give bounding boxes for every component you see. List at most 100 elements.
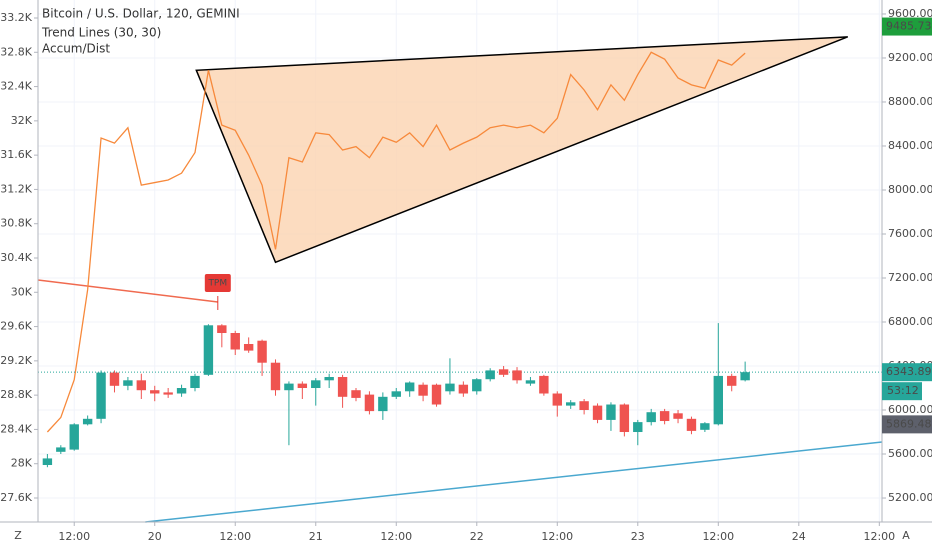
y2-tick-label: 32.4K <box>0 80 32 93</box>
candle-body <box>539 375 549 394</box>
candle-body <box>619 404 630 433</box>
candle-body <box>727 375 737 386</box>
candle-body <box>713 375 723 425</box>
countdown-label: 53:12 <box>887 384 919 397</box>
candle-body <box>82 418 93 425</box>
candle-body <box>297 383 308 389</box>
candle-body <box>190 375 200 389</box>
candle-body <box>606 404 616 420</box>
candle-body <box>284 383 294 391</box>
candle-body <box>109 372 120 386</box>
countdown-box <box>882 382 922 401</box>
candle-body <box>311 380 321 389</box>
y-tick-label: 9600.00 <box>888 7 932 20</box>
y-tick-label: 5200.00 <box>888 491 932 504</box>
marker-box <box>204 273 231 292</box>
y-tick-label: 5600.00 <box>888 447 932 460</box>
x-tick-label: 22 <box>470 530 484 543</box>
candle-body <box>217 325 227 334</box>
trend-line <box>37 279 218 303</box>
candle-body <box>512 370 522 381</box>
y2-tick-label: 28.4K <box>0 422 32 435</box>
candle-body <box>740 372 750 381</box>
candle-body <box>700 423 710 430</box>
scale-toggle[interactable]: Z <box>14 529 22 542</box>
x-tick-label: 12:00 <box>541 530 573 543</box>
candle-body <box>592 405 603 420</box>
candle-body <box>646 412 656 423</box>
candle-body <box>391 391 401 397</box>
candle-body <box>498 369 509 375</box>
indicator-label: Trend Lines (30, 30) <box>41 26 161 40</box>
price-label-box <box>882 17 932 36</box>
accum-dist-line <box>46 51 746 433</box>
y2-tick-label: 27.6K <box>0 491 32 504</box>
x-tick-label: 20 <box>148 530 162 543</box>
price-label-box <box>882 363 932 382</box>
candle-body <box>56 447 66 452</box>
candle-body <box>136 380 147 391</box>
y-tick-label: 6800.00 <box>888 315 932 328</box>
y2-tick-label: 30K <box>11 285 33 298</box>
y-tick-label: 6000.00 <box>888 403 932 416</box>
candle-body <box>163 392 173 395</box>
candle-body <box>485 370 495 380</box>
candle-body <box>337 377 348 397</box>
y-tick-label: 7600.00 <box>888 227 932 240</box>
candle-body <box>552 393 562 406</box>
price-label: 9485.73 <box>886 20 932 33</box>
candle-body <box>579 401 589 411</box>
candle-body <box>176 388 187 394</box>
x-tick-label: 12:00 <box>702 530 734 543</box>
y2-tick-label: 31.6K <box>0 148 32 161</box>
candle-body <box>69 424 79 450</box>
candle-body <box>458 384 469 394</box>
candle-body <box>150 390 160 394</box>
y2-tick-label: 32.8K <box>0 45 32 58</box>
price-label: 5869.48 <box>886 417 932 430</box>
candle-body <box>324 377 334 381</box>
candle-body <box>659 411 670 422</box>
y2-tick-label: 28K <box>11 457 33 470</box>
candle-body <box>404 382 415 392</box>
x-tick-label: 21 <box>309 530 323 543</box>
candle-body <box>418 384 428 396</box>
y-tick-label: 9200.00 <box>888 51 932 64</box>
indicator-label: Accum/Dist <box>42 42 110 56</box>
candle-body <box>431 384 442 405</box>
y2-tick-label: 31.2K <box>0 182 32 195</box>
candle-body <box>633 422 643 433</box>
candle-body <box>566 402 576 406</box>
x-tick-label: 12:00 <box>380 530 412 543</box>
candle-body <box>351 390 361 398</box>
y2-tick-label: 30.4K <box>0 251 32 264</box>
trend-line <box>145 441 883 523</box>
candle-body <box>525 380 536 384</box>
candle-body <box>203 325 214 375</box>
candle-body <box>257 340 267 363</box>
scale-toggle[interactable]: A <box>902 529 910 542</box>
y2-tick-label: 32K <box>11 114 33 127</box>
y-tick-label: 8800.00 <box>888 95 932 108</box>
candle-body <box>123 380 133 386</box>
y-tick-label: 7200.00 <box>888 271 932 284</box>
x-tick-label: 12:00 <box>863 530 895 543</box>
candle-body <box>378 396 388 412</box>
candle-body <box>686 418 697 431</box>
y2-tick-label: 29.2K <box>0 354 32 367</box>
y2-tick-label: 30.8K <box>0 217 32 230</box>
marker-label: TPM <box>207 278 227 288</box>
y-tick-label: 8000.00 <box>888 183 932 196</box>
price-label: 6343.89 <box>886 365 932 378</box>
y2-tick-label: 28.8K <box>0 388 32 401</box>
candle-body <box>270 362 281 391</box>
y2-tick-label: 33.2K <box>0 11 32 24</box>
x-tick-label: 23 <box>631 530 645 543</box>
candle-body <box>230 333 240 350</box>
y-tick-label: 8400.00 <box>888 139 932 152</box>
candle-body <box>364 394 375 412</box>
price-label-box <box>882 415 932 434</box>
candle-body <box>243 344 254 351</box>
trend-line <box>195 36 849 264</box>
